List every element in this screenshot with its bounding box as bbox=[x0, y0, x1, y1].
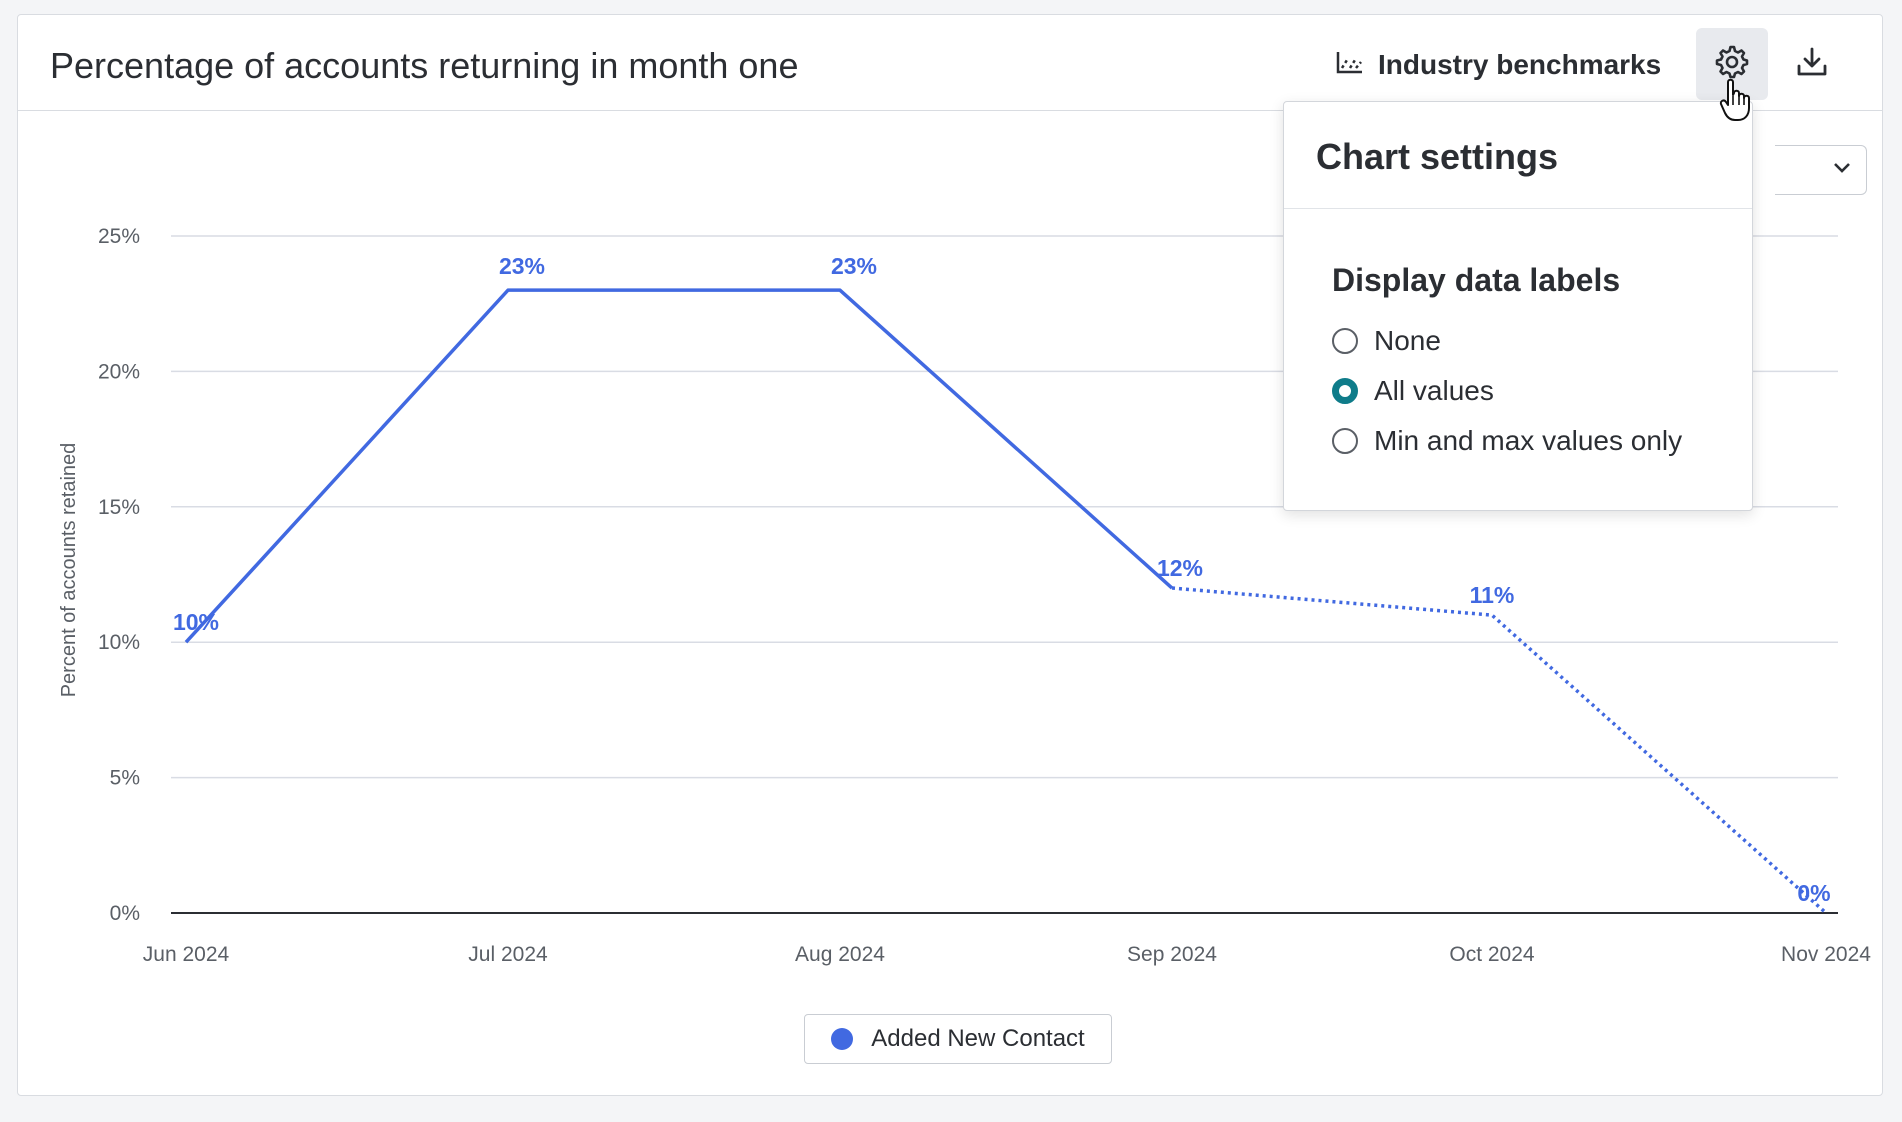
y-axis-title: Percent of accounts retained bbox=[58, 443, 80, 698]
x-tick-label: Sep 2024 bbox=[1127, 943, 1217, 966]
data-label: 0% bbox=[1797, 880, 1830, 906]
y-tick-label: 0% bbox=[110, 902, 140, 925]
data-label: 10% bbox=[173, 609, 219, 635]
radio-label: All values bbox=[1374, 375, 1494, 406]
series-select-dropdown[interactable] bbox=[1775, 145, 1867, 195]
radio-unchecked-icon[interactable] bbox=[1332, 328, 1358, 354]
x-tick-label: Aug 2024 bbox=[795, 943, 885, 966]
industry-benchmarks-button[interactable]: Industry benchmarks bbox=[1336, 43, 1661, 87]
y-tick-label: 25% bbox=[98, 225, 140, 248]
x-tick-label: Nov 2024 bbox=[1781, 943, 1871, 966]
download-icon bbox=[1796, 46, 1828, 83]
radio-unchecked-icon[interactable] bbox=[1332, 428, 1358, 454]
card-header: Percentage of accounts returning in mont… bbox=[18, 15, 1882, 111]
chevron-down-icon bbox=[1832, 161, 1852, 179]
data-label: 11% bbox=[1470, 582, 1515, 608]
download-button[interactable] bbox=[1776, 28, 1848, 100]
radio-option[interactable]: All values bbox=[1332, 374, 1494, 408]
radio-option[interactable]: Min and max values only bbox=[1332, 424, 1682, 458]
legend-swatch bbox=[831, 1028, 854, 1050]
industry-benchmarks-label: Industry benchmarks bbox=[1378, 49, 1662, 80]
data-label: 12% bbox=[1157, 555, 1203, 581]
data-label-layer: 10% 23% 23% 12% 11% 0% bbox=[173, 253, 1831, 906]
radio-label: Min and max values only bbox=[1374, 425, 1683, 456]
legend-item[interactable]: Added New Contact bbox=[804, 1014, 1112, 1064]
y-tick-label: 5% bbox=[110, 767, 140, 790]
radio-label: None bbox=[1374, 325, 1441, 356]
data-label: 23% bbox=[499, 253, 545, 279]
axis-layer: 0% 5% 10% 15% 20% 25% Jun 2024 Jul 2024 Aug 2024… bbox=[98, 225, 1871, 966]
x-tick-label: Oct 2024 bbox=[1449, 943, 1535, 966]
x-tick-label: Jun 2024 bbox=[143, 943, 230, 966]
series-layer bbox=[184, 288, 1828, 915]
grid-layer bbox=[171, 235, 1838, 914]
popover-title: Chart settings bbox=[1316, 136, 1559, 177]
data-label: 23% bbox=[831, 253, 877, 279]
y-tick-label: 10% bbox=[98, 631, 140, 654]
popover-divider bbox=[1284, 208, 1752, 209]
radio-checked-icon[interactable] bbox=[1332, 378, 1358, 404]
series-line-solid bbox=[184, 288, 1174, 644]
y-tick-label: 15% bbox=[98, 496, 140, 519]
y-tick-label: 20% bbox=[98, 360, 140, 383]
chart-title: Percentage of accounts returning in mont… bbox=[50, 45, 799, 86]
x-tick-label: Jul 2024 bbox=[468, 943, 548, 966]
legend-label: Added New Contact bbox=[871, 1025, 1085, 1052]
line-chart: 0% 5% 10% 15% 20% 25% Jun 2024 Jul 2024 Aug 2024… bbox=[58, 225, 1871, 966]
series-line-projected bbox=[1171, 586, 1828, 915]
hand-cursor-icon bbox=[1719, 78, 1750, 121]
display-data-labels-heading: Display data labels bbox=[1332, 262, 1621, 298]
line-chart-icon bbox=[1336, 49, 1364, 81]
radio-option[interactable]: None bbox=[1332, 324, 1441, 358]
gear-icon bbox=[1715, 45, 1749, 84]
chart-settings-popover: Chart settings Display data labels None A… bbox=[1283, 101, 1753, 511]
